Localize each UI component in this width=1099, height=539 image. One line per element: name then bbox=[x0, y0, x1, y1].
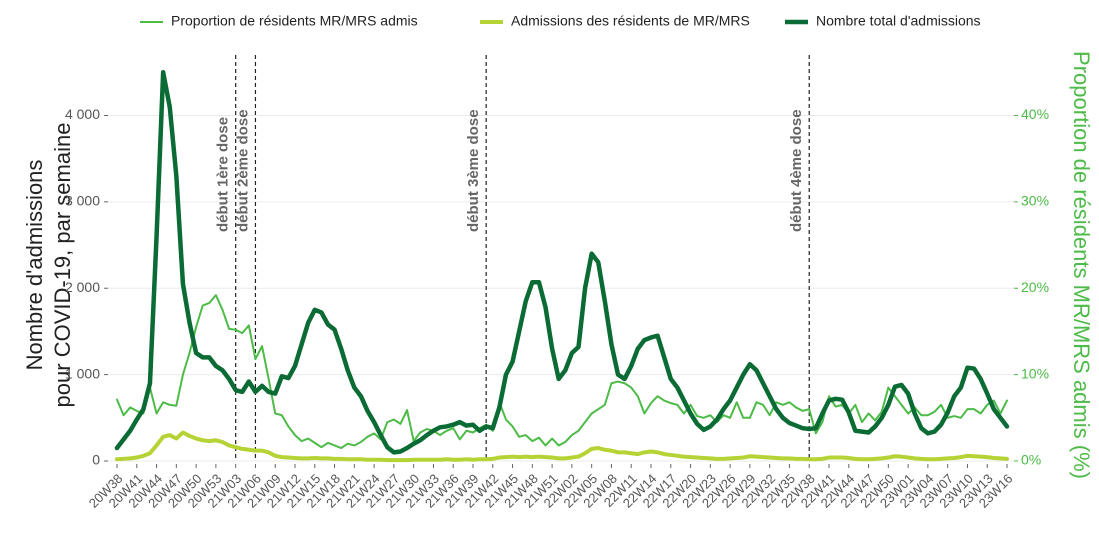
series-line bbox=[114, 70, 1010, 455]
annotation-text: début 4ème dose bbox=[788, 109, 805, 232]
annotation-text: début 2ème dose bbox=[234, 109, 251, 232]
y2-tick-label: 30% bbox=[1021, 193, 1049, 209]
series-line bbox=[116, 294, 1008, 450]
annotation-text: début 1ère dose bbox=[215, 117, 232, 232]
y-axis-title: pour COVID-19, par semaine bbox=[50, 123, 75, 408]
annotation-text: début 3ème dose bbox=[465, 109, 482, 232]
y2-tick-label: 0% bbox=[1021, 452, 1041, 468]
y-tick-label: 3 000 bbox=[65, 193, 100, 209]
y2-tick-label: 10% bbox=[1021, 365, 1049, 381]
y-axis-title: Nombre d'admissions bbox=[22, 160, 47, 371]
series-line bbox=[115, 430, 1009, 463]
legend-label: Admissions des résidents de MR/MRS bbox=[511, 13, 750, 29]
legend-label: Proportion de résidents MR/MRS admis bbox=[171, 13, 418, 29]
y2-tick-label: 40% bbox=[1021, 106, 1049, 122]
y2-axis-title: Proportion de résidents MR/MRS admis (%) bbox=[1069, 51, 1094, 479]
legend-label: Nombre total d'admissions bbox=[816, 13, 981, 29]
y-tick-label: 2 000 bbox=[65, 279, 100, 295]
y-tick-label: 4 000 bbox=[65, 106, 100, 122]
y-tick-label: 1 000 bbox=[65, 365, 100, 381]
y2-tick-label: 20% bbox=[1021, 279, 1049, 295]
y-tick-label: 0 bbox=[92, 452, 100, 468]
